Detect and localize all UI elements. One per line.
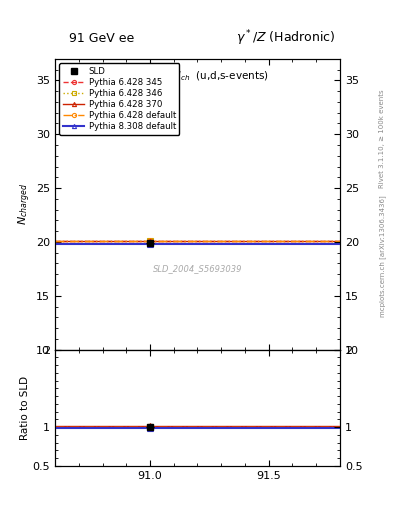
Text: SLD_2004_S5693039: SLD_2004_S5693039 bbox=[153, 264, 242, 273]
Text: $\gamma^*/Z$ (Hadronic): $\gamma^*/Z$ (Hadronic) bbox=[237, 29, 336, 48]
Text: Average $N_{ch}$  (u,d,s-events): Average $N_{ch}$ (u,d,s-events) bbox=[126, 69, 269, 83]
Text: 91 GeV ee: 91 GeV ee bbox=[69, 32, 134, 45]
Y-axis label: Ratio to SLD: Ratio to SLD bbox=[20, 376, 30, 440]
Y-axis label: $N_{charged}$: $N_{charged}$ bbox=[17, 183, 33, 225]
Text: Rivet 3.1.10, ≥ 100k events: Rivet 3.1.10, ≥ 100k events bbox=[379, 89, 385, 187]
Legend: SLD, Pythia 6.428 345, Pythia 6.428 346, Pythia 6.428 370, Pythia 6.428 default,: SLD, Pythia 6.428 345, Pythia 6.428 346,… bbox=[59, 63, 180, 135]
Text: mcplots.cern.ch [arXiv:1306.3436]: mcplots.cern.ch [arXiv:1306.3436] bbox=[379, 195, 386, 317]
